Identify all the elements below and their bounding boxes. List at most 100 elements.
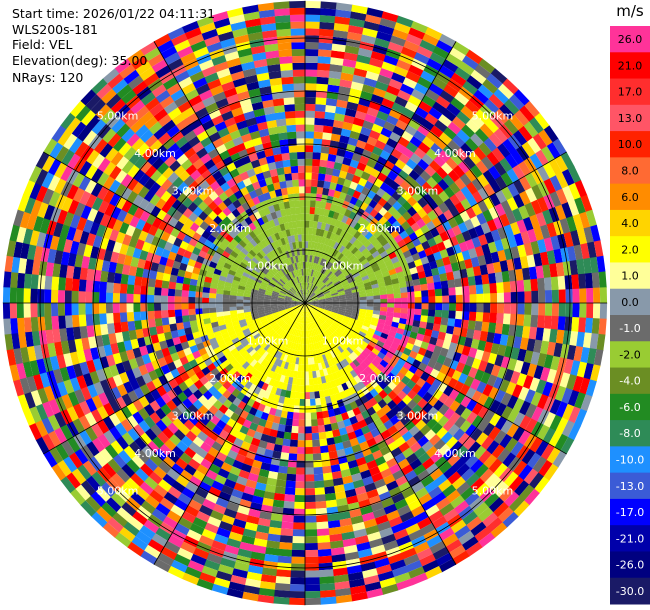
velocity-gate <box>430 352 440 362</box>
velocity-gate <box>553 248 563 264</box>
velocity-gate <box>349 18 366 28</box>
velocity-gate <box>484 98 500 115</box>
velocity-gate <box>335 9 352 19</box>
velocity-gate <box>481 512 498 528</box>
velocity-gate <box>489 312 497 324</box>
velocity-gate <box>305 151 314 160</box>
velocity-gate <box>533 365 544 380</box>
velocity-gate <box>417 76 433 90</box>
velocity-gate <box>405 158 418 170</box>
velocity-gate <box>402 250 412 259</box>
velocity-gate <box>481 274 490 285</box>
velocity-gate <box>297 433 305 441</box>
velocity-gate <box>347 24 365 35</box>
velocity-gate <box>525 403 538 419</box>
velocity-gate <box>327 336 334 344</box>
velocity-gate <box>337 290 345 295</box>
velocity-gate <box>474 109 490 124</box>
velocity-gate <box>503 345 514 359</box>
velocity-gate <box>314 288 321 294</box>
velocity-gate <box>503 292 511 304</box>
velocity-gate <box>394 297 402 304</box>
velocity-gate <box>402 147 415 159</box>
velocity-gate <box>370 261 379 269</box>
velocity-gate <box>473 501 489 517</box>
velocity-gate <box>325 305 333 308</box>
velocity-gate <box>304 536 318 544</box>
velocity-gate <box>351 269 359 276</box>
velocity-gate <box>372 146 384 157</box>
velocity-gate <box>315 263 320 271</box>
velocity-gate <box>317 272 323 280</box>
velocity-gate <box>344 45 360 55</box>
velocity-gate <box>392 261 402 269</box>
velocity-gate <box>289 577 305 585</box>
velocity-gate <box>357 216 366 226</box>
velocity-gate <box>546 368 558 385</box>
velocity-gate <box>295 467 305 475</box>
velocity-gate <box>474 275 483 286</box>
velocity-gate <box>442 295 450 304</box>
velocity-gate <box>345 38 362 48</box>
velocity-gate <box>357 283 365 289</box>
velocity-gate <box>543 463 559 482</box>
velocity-gate <box>437 479 452 493</box>
velocity-gate <box>439 89 455 104</box>
velocity-gate <box>368 129 381 141</box>
velocity-gate <box>304 364 309 372</box>
velocity-gate <box>400 308 408 314</box>
velocity-gate <box>349 88 363 98</box>
velocity-gate <box>369 324 377 331</box>
velocity-gate <box>364 334 373 341</box>
velocity-gate <box>317 280 323 288</box>
velocity-gate <box>311 299 319 302</box>
velocity-gate <box>277 465 288 474</box>
velocity-gate <box>236 302 244 307</box>
velocity-gate <box>445 325 455 335</box>
velocity-gate <box>304 577 320 585</box>
velocity-gate <box>304 522 317 530</box>
velocity-gate <box>414 290 422 298</box>
velocity-gate <box>309 291 314 298</box>
velocity-gate <box>311 300 319 302</box>
velocity-gate <box>496 313 504 325</box>
velocity-gate <box>460 486 475 501</box>
velocity-gate <box>363 318 372 325</box>
velocity-gate <box>493 216 504 230</box>
velocity-gate <box>365 374 374 384</box>
velocity-gate <box>421 181 433 193</box>
velocity-gate <box>353 259 361 267</box>
velocity-gate <box>370 337 379 345</box>
velocity-gate <box>296 446 305 455</box>
velocity-gate <box>471 415 484 429</box>
velocity-gate <box>499 213 511 228</box>
velocity-gate <box>313 313 319 320</box>
velocity-gate <box>528 326 538 340</box>
velocity-gate <box>305 298 311 303</box>
velocity-gate <box>322 125 334 134</box>
velocity-gate <box>414 106 429 119</box>
velocity-gate <box>578 317 587 333</box>
velocity-gate <box>389 273 398 281</box>
velocity-gate <box>315 97 327 106</box>
velocity-gate <box>326 270 333 278</box>
velocity-gate <box>318 166 327 175</box>
velocity-gate <box>356 333 365 341</box>
velocity-gate <box>411 404 423 415</box>
velocity-gate <box>316 528 330 537</box>
velocity-gate <box>397 89 412 102</box>
velocity-gate <box>501 323 510 336</box>
velocity-gate <box>127 320 136 331</box>
velocity-gate <box>405 409 417 421</box>
velocity-gate <box>414 303 422 310</box>
velocity-gate <box>361 210 370 220</box>
velocity-gate <box>330 50 346 59</box>
velocity-gate <box>154 286 162 296</box>
velocity-gate <box>352 238 361 247</box>
velocity-gate <box>493 376 504 390</box>
velocity-gate <box>304 563 320 571</box>
velocity-gate <box>503 224 515 238</box>
velocity-gate <box>349 283 358 289</box>
velocity-gate <box>421 381 432 393</box>
velocity-gate <box>176 322 185 331</box>
